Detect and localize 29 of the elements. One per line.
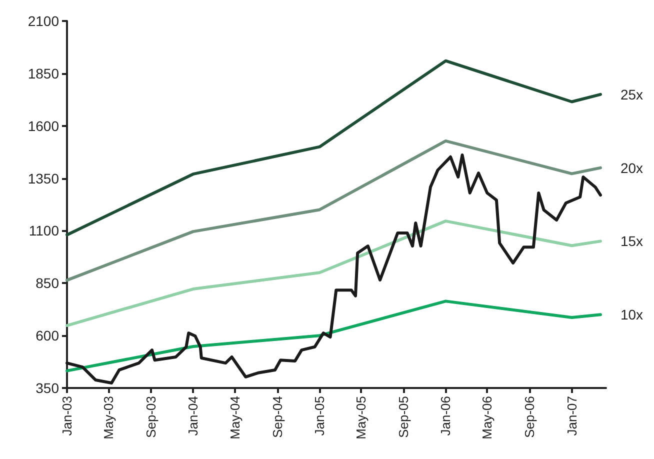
line-series (66, 300, 602, 372)
y-tick-label: 1600 (28, 118, 60, 134)
x-tick-label: Sep-05 (396, 396, 412, 438)
series-label: 15x (620, 233, 644, 250)
y-tick-label: 600 (36, 328, 60, 344)
x-tick-label: Sep-04 (270, 396, 285, 438)
series-label: 20x (620, 160, 644, 176)
x-tick-label: May-04 (227, 396, 242, 440)
x-tick-label: Sep-03 (143, 396, 158, 438)
x-tick-label: Jan-03 (60, 396, 74, 436)
line-series (66, 220, 602, 328)
x-tick-label: Sep-06 (522, 396, 538, 438)
x-tick-label: Jan-06 (438, 396, 454, 436)
x-tick-label: May-05 (354, 396, 369, 440)
y-tick-label: 850 (36, 275, 60, 292)
x-tick-label: Jan-07 (564, 396, 580, 436)
line-series (66, 139, 602, 282)
series-label: 10x (620, 306, 644, 323)
y-tick-label: 350 (36, 380, 60, 396)
line-series (66, 59, 602, 236)
y-tick-label: 1850 (28, 65, 60, 82)
series-label: 25x (620, 86, 644, 102)
y-tick-label: 1100 (28, 222, 60, 239)
x-tick-label: May-03 (100, 396, 116, 440)
x-tick-label: Jan-04 (186, 396, 201, 436)
y-tick-label: 1350 (28, 170, 60, 186)
y-tick-label: 2100 (28, 13, 60, 29)
x-tick-label: Jan-05 (312, 396, 328, 436)
x-tick-label: May-06 (480, 396, 495, 440)
